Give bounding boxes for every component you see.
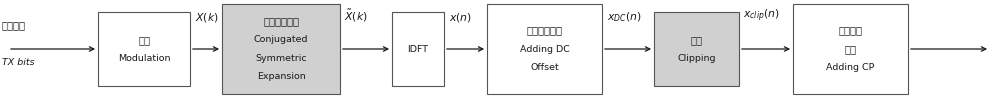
Bar — [654, 12, 739, 86]
Text: $x(n)$: $x(n)$ — [449, 10, 472, 24]
Text: $X(k)$: $X(k)$ — [195, 10, 219, 24]
Text: 调制: 调制 — [138, 35, 150, 45]
Bar — [222, 4, 340, 94]
Text: 剪裁: 剪裁 — [690, 35, 702, 45]
Text: 前缀: 前缀 — [844, 44, 856, 54]
Text: $\tilde{X}(k)$: $\tilde{X}(k)$ — [344, 7, 368, 24]
Text: 附加直流偏置: 附加直流偏置 — [526, 25, 562, 35]
Text: Adding CP: Adding CP — [826, 63, 875, 72]
Bar — [793, 4, 908, 94]
Text: Clipping: Clipping — [677, 54, 716, 63]
Text: Offset: Offset — [530, 63, 559, 72]
Text: $x_{clip}(n)$: $x_{clip}(n)$ — [743, 7, 780, 24]
Bar — [392, 12, 444, 86]
Text: Adding DC: Adding DC — [520, 44, 569, 54]
Text: 附加循环: 附加循环 — [838, 25, 862, 35]
Bar — [487, 4, 602, 94]
Bar — [98, 12, 190, 86]
Text: 发送比特: 发送比特 — [2, 20, 26, 30]
Text: Symmetric: Symmetric — [255, 54, 307, 63]
Text: Modulation: Modulation — [118, 54, 170, 63]
Text: IDFT: IDFT — [408, 44, 429, 54]
Text: Conjugated: Conjugated — [254, 35, 308, 44]
Text: TX bits: TX bits — [2, 58, 35, 67]
Text: 共轭对称扩展: 共轭对称扩展 — [263, 16, 299, 26]
Text: $x_{DC}(n)$: $x_{DC}(n)$ — [607, 10, 642, 24]
Text: Expansion: Expansion — [257, 72, 305, 81]
